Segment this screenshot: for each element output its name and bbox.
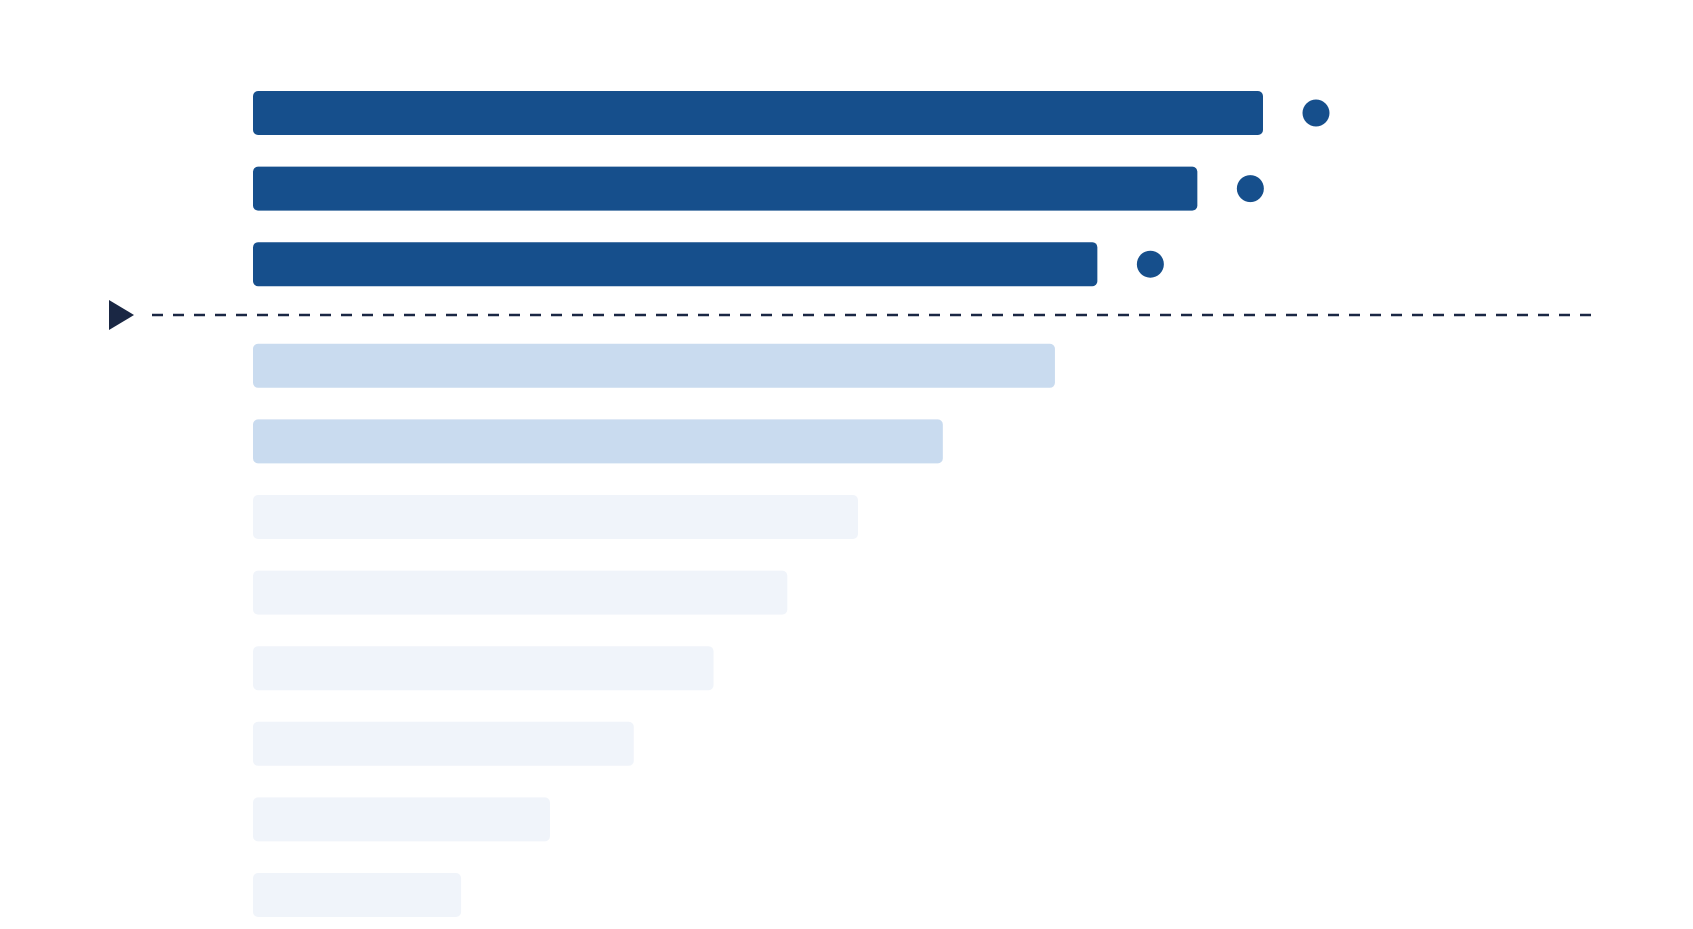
marker-dot-3 <box>1136 250 1164 278</box>
bar-rank-5 <box>253 419 943 464</box>
bar-rank-1 <box>253 91 1263 135</box>
marker-dot-1 <box>1302 99 1330 127</box>
bar-rank-7 <box>253 570 788 615</box>
bar-rank-11 <box>253 873 462 917</box>
bar-rank-8 <box>253 646 714 691</box>
bar-rank-10 <box>253 797 550 842</box>
bar-rank-9 <box>253 721 634 766</box>
bar-rank-3 <box>253 242 1098 287</box>
marker-dot-2 <box>1236 175 1264 203</box>
dots-layer <box>1136 99 1330 278</box>
bars-layer <box>253 91 1263 917</box>
bar-rank-4 <box>253 343 1055 388</box>
bar-rank-2 <box>253 166 1198 211</box>
threshold-layer <box>109 300 1593 330</box>
threshold-marker-icon <box>109 300 134 330</box>
bar-rank-6 <box>253 495 858 539</box>
